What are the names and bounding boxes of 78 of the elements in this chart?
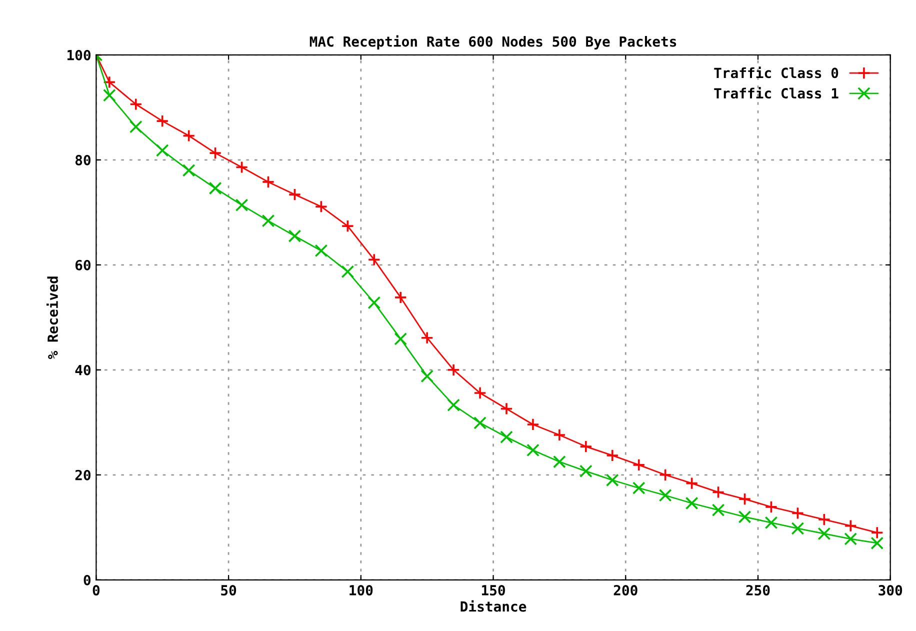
point: [129, 120, 142, 134]
point: [500, 430, 513, 444]
point: [341, 265, 354, 278]
point: [208, 182, 222, 195]
point: [156, 144, 169, 157]
point: [870, 536, 884, 550]
point: [632, 458, 646, 472]
point: [447, 398, 460, 412]
point: [156, 114, 169, 128]
x-tick-label: 150: [482, 584, 505, 596]
point: [500, 402, 513, 416]
point: [288, 188, 302, 202]
point: [526, 418, 540, 431]
point: [262, 214, 275, 228]
point: [447, 363, 460, 376]
point: [288, 230, 302, 242]
x-tick-label: 0: [92, 584, 100, 596]
point: [606, 449, 619, 462]
point: [420, 331, 434, 344]
point: [870, 526, 884, 540]
x-tick-label: 100: [350, 584, 373, 596]
y-tick-label: 40: [75, 364, 90, 376]
y-tick-label: 60: [75, 260, 90, 270]
point: [368, 253, 381, 266]
point: [791, 506, 804, 520]
point: [712, 504, 725, 517]
y-axis-title: % Received: [46, 276, 58, 359]
point: [208, 146, 222, 160]
point: [394, 332, 408, 346]
point: [552, 428, 566, 442]
point: [474, 416, 486, 430]
x-tick-label: 200: [614, 584, 638, 596]
point: [764, 500, 778, 514]
point: [552, 455, 566, 468]
point: [182, 164, 196, 177]
point: [606, 474, 619, 487]
point: [314, 200, 328, 214]
point: [526, 444, 540, 457]
x-tick-label: 300: [878, 584, 902, 596]
point: [474, 386, 486, 400]
chart-title: MAC Reception Rate 600 Nodes 500 Bye Packets: [310, 35, 676, 50]
point: [818, 513, 831, 526]
point: [738, 492, 752, 506]
x-tick-label: 250: [746, 584, 770, 596]
point: [712, 486, 725, 499]
point: [235, 198, 248, 212]
point: [791, 522, 804, 535]
point: [685, 496, 698, 510]
point: [818, 527, 831, 540]
y-tick-label: 80: [75, 154, 90, 166]
point: [738, 510, 752, 524]
point: [579, 464, 592, 478]
y-tick-label: 0: [84, 574, 90, 586]
point: [102, 88, 116, 102]
point: [235, 160, 248, 174]
y-tick-label: 20: [75, 470, 90, 480]
point: [341, 220, 354, 233]
point: [102, 76, 116, 89]
legend-label: Traffic Class 0: [714, 66, 838, 78]
point: [420, 370, 434, 383]
point: [844, 532, 858, 546]
point: [658, 468, 672, 482]
y-tick-label: 100: [68, 50, 90, 60]
x-tick-label: 50: [221, 584, 236, 596]
point: [314, 244, 328, 258]
point: [844, 519, 858, 532]
point: [764, 516, 778, 530]
point: [129, 98, 142, 111]
legend-label: Traffic Class 1: [714, 87, 838, 99]
point: [658, 488, 672, 502]
point: [632, 482, 646, 494]
point: [368, 296, 381, 310]
point: [579, 440, 592, 453]
point: [394, 290, 408, 304]
point: [262, 175, 275, 188]
x-axis-title: Distance: [460, 600, 526, 612]
point: [182, 129, 196, 142]
point: [685, 476, 698, 490]
